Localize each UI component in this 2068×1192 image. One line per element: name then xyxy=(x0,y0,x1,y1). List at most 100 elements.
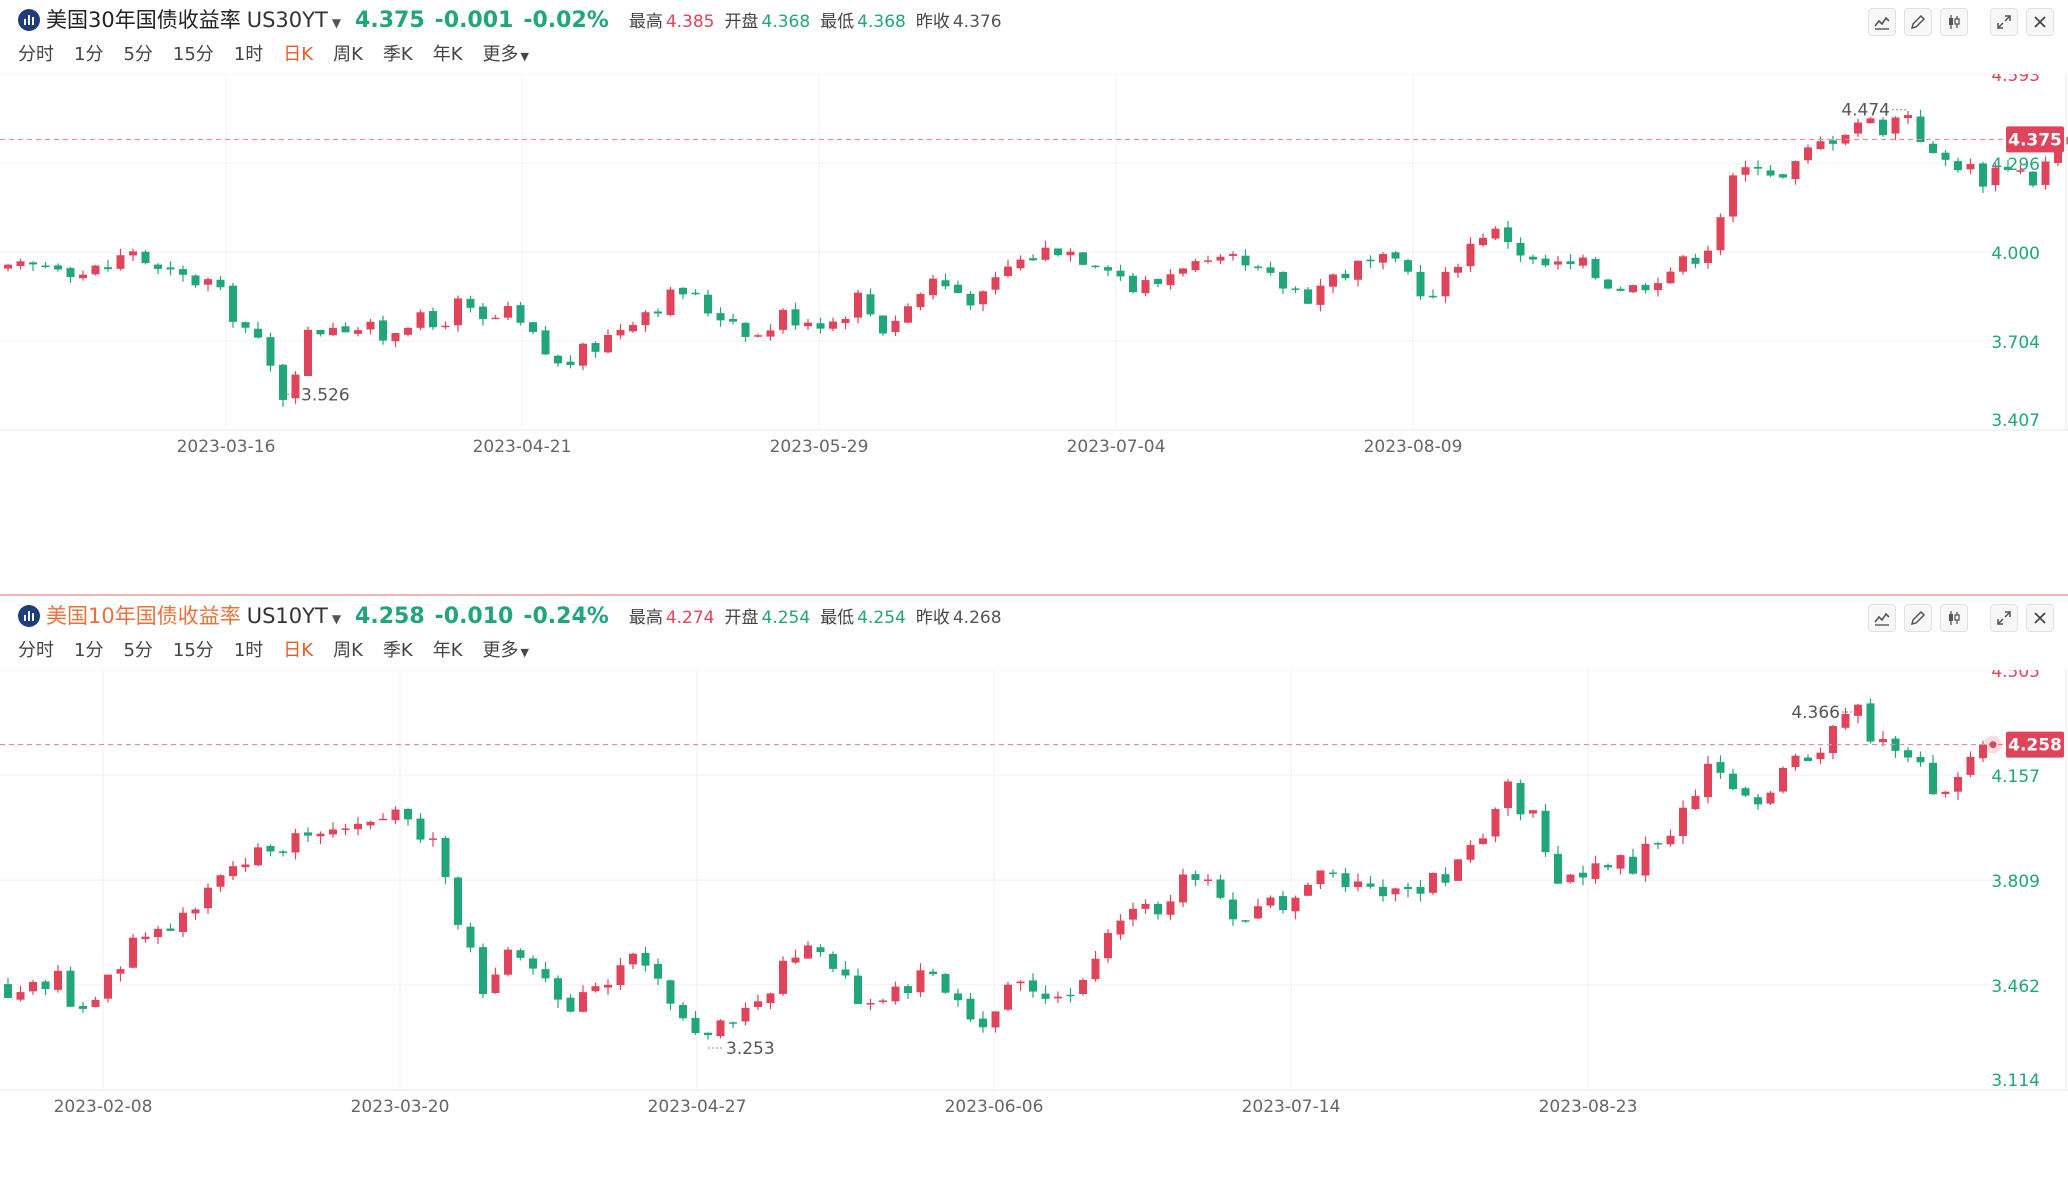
chart-canvas[interactable]: 4.593 4.296 4.000 3.704 3.407 2023-03-16 2023-… xyxy=(0,74,2068,594)
candle-body xyxy=(991,277,1000,290)
candle-body xyxy=(966,293,975,306)
tab-period[interactable]: 年K xyxy=(432,44,463,65)
tab-period[interactable]: 5分 xyxy=(123,640,153,661)
candle-body xyxy=(541,330,550,355)
fullscreen-button[interactable] xyxy=(1990,604,2018,632)
candle-body xyxy=(1929,762,1937,795)
y-tick-label: 4.157 xyxy=(1991,767,2040,787)
x-tick-label: 2023-03-20 xyxy=(351,1097,450,1117)
candle-body xyxy=(854,975,862,1004)
chart-type-button[interactable] xyxy=(1940,604,1968,632)
x-tick-label: 2023-04-21 xyxy=(473,437,572,457)
candle-body xyxy=(1629,285,1637,293)
price-change-pct: -0.24% xyxy=(523,604,609,629)
high-label: 最高 xyxy=(628,12,663,32)
draw-button[interactable] xyxy=(1904,8,1932,36)
tab-period[interactable]: 1分 xyxy=(74,44,104,65)
prev-close-label: 昨收 xyxy=(915,608,950,628)
candle-body xyxy=(1291,288,1300,290)
expand-icon xyxy=(1997,15,2011,29)
tab-period[interactable]: 季K xyxy=(382,44,413,65)
candle-body xyxy=(916,970,925,993)
candle-body xyxy=(891,986,900,1002)
candlestick-icon xyxy=(1949,15,1960,29)
candle-body xyxy=(191,909,200,914)
candle-body xyxy=(554,355,562,364)
candle-body xyxy=(1304,884,1312,896)
candle-body xyxy=(1266,897,1275,906)
candle-body xyxy=(16,261,25,266)
indicator-button[interactable] xyxy=(1868,604,1896,632)
instrument-name[interactable]: 美国10年国债收益率 xyxy=(46,604,241,628)
close-button[interactable] xyxy=(2026,8,2054,36)
candle-body xyxy=(779,960,787,994)
tab-period[interactable]: 分时 xyxy=(18,640,54,661)
candle-body xyxy=(879,1000,887,1002)
candle-body xyxy=(1316,870,1325,885)
tab-period[interactable]: 1分 xyxy=(74,640,104,661)
candle-body xyxy=(266,845,275,852)
tab-more[interactable]: 更多 ▼ xyxy=(483,40,529,66)
candle-body xyxy=(1904,750,1912,758)
tab-period[interactable]: 1时 xyxy=(233,640,264,661)
tab-period[interactable]: 15分 xyxy=(172,640,214,661)
instrument-name[interactable]: 美国30年国债收益率 xyxy=(46,8,241,32)
candle-body xyxy=(679,1005,687,1019)
chart-canvas[interactable]: 4.505 4.157 3.809 3.462 3.114 2023-02-08 2023-… xyxy=(0,670,2068,1192)
candlestick-chart-us10yt[interactable]: 4.505 4.157 3.809 3.462 3.114 2023-02-08 2023-… xyxy=(0,670,2068,1192)
candle-body xyxy=(1616,855,1625,869)
candle-body xyxy=(741,322,750,337)
candle-body xyxy=(729,1022,737,1024)
candle-body xyxy=(1879,739,1887,743)
chevron-down-icon[interactable]: ▼ xyxy=(331,16,342,30)
instrument-code[interactable]: US30YT xyxy=(246,8,328,32)
candle-body xyxy=(1904,115,1912,119)
tab-period[interactable]: 年K xyxy=(432,640,463,661)
candle-body xyxy=(1141,280,1150,294)
candle-body xyxy=(1654,283,1662,291)
tab-period[interactable]: 季K xyxy=(382,640,413,661)
tab-period[interactable]: 1时 xyxy=(233,44,264,65)
tab-period[interactable]: 周K xyxy=(333,640,363,661)
candle-body xyxy=(79,274,87,279)
candle-body xyxy=(979,1018,987,1028)
candle-body xyxy=(179,912,187,932)
candle-body xyxy=(841,969,850,976)
indicator-button[interactable] xyxy=(1868,8,1896,36)
candle-body xyxy=(1329,872,1337,875)
tab-period[interactable]: 5分 xyxy=(123,44,153,65)
chevron-down-icon[interactable]: ▼ xyxy=(331,612,342,626)
candle-body xyxy=(1441,271,1450,297)
tab-period-active[interactable]: 日K xyxy=(283,44,314,65)
prev-close-value: 4.268 xyxy=(952,608,1002,628)
close-button[interactable] xyxy=(2026,604,2054,632)
candle-body xyxy=(804,322,812,327)
tab-more[interactable]: 更多 ▼ xyxy=(483,636,529,662)
candlestick-chart-us30yt[interactable]: 4.593 4.296 4.000 3.704 3.407 2023-03-16 2023-… xyxy=(0,74,2068,596)
fullscreen-button[interactable] xyxy=(1990,8,2018,36)
candle-body xyxy=(1604,279,1612,289)
period-tabs: 分时 1分 5分 15分 1时 日K 周K 季K 年K 更多 ▼ xyxy=(18,636,549,662)
tab-period-active[interactable]: 日K xyxy=(283,640,314,661)
draw-button[interactable] xyxy=(1904,604,1932,632)
chart-type-button[interactable] xyxy=(1940,8,1968,36)
candle-body xyxy=(1041,993,1050,999)
tab-period[interactable]: 15分 xyxy=(172,44,214,65)
candle-body xyxy=(1641,284,1650,291)
candle-body xyxy=(904,986,912,994)
candle-body xyxy=(366,821,375,826)
candle-body xyxy=(704,1032,712,1036)
pencil-icon xyxy=(1910,14,1926,30)
candle-body xyxy=(579,992,587,1012)
candle-body xyxy=(941,974,950,993)
x-tick-label: 2023-08-23 xyxy=(1539,1097,1638,1117)
candle-body xyxy=(1341,273,1350,279)
candle-body xyxy=(129,251,137,256)
tab-period[interactable]: 周K xyxy=(333,44,363,65)
tab-period[interactable]: 分时 xyxy=(18,44,54,65)
min-annotation-label: 3.526 xyxy=(301,385,350,405)
instrument-code[interactable]: US10YT xyxy=(246,604,328,628)
candle-body xyxy=(1204,879,1212,881)
candle-body xyxy=(1291,897,1300,912)
x-tick-label: 2023-07-04 xyxy=(1067,437,1166,457)
